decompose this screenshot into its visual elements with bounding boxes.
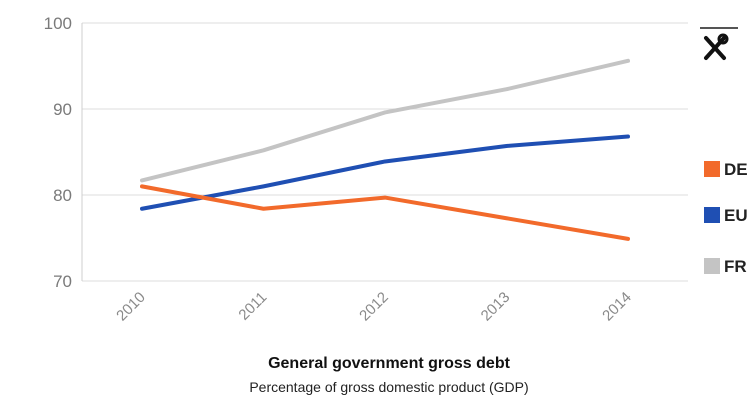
- legend-swatch: [704, 161, 720, 177]
- series-line-de: [140, 184, 630, 241]
- chart-title: General government gross debt: [268, 355, 511, 372]
- legend-item-de[interactable]: DE: [704, 160, 748, 179]
- wrench-screwdriver-icon: [704, 33, 729, 60]
- chart-subtitle: Percentage of gross domestic product (GD…: [249, 379, 528, 395]
- chart-tools-button[interactable]: [700, 27, 738, 60]
- legend-label: FR: [724, 257, 747, 276]
- x-tick-label: 2010: [113, 289, 149, 325]
- legend-label: EU: [724, 206, 748, 225]
- legend-label: DE: [724, 160, 748, 179]
- legend: DE EU FR: [704, 160, 748, 276]
- x-tick-label: 2013: [478, 289, 514, 325]
- y-tick-label: 70: [53, 272, 72, 291]
- y-tick-label: 100: [44, 14, 72, 33]
- x-axis-ticks: 2010 2011 2012 2013 2014: [113, 289, 635, 325]
- y-axis-ticks: 70 80 90 100: [44, 14, 72, 291]
- y-tick-label: 80: [53, 186, 72, 205]
- legend-item-fr[interactable]: FR: [704, 257, 747, 276]
- series-line-fr: [140, 58, 630, 183]
- series-lines: [140, 58, 630, 241]
- x-tick-label: 2011: [235, 289, 270, 324]
- grid: [81, 22, 688, 282]
- y-tick-label: 90: [53, 100, 72, 119]
- legend-swatch: [704, 207, 720, 223]
- series-line-eu: [140, 134, 630, 211]
- legend-swatch: [704, 258, 720, 274]
- legend-item-eu[interactable]: EU: [704, 206, 748, 225]
- x-tick-label: 2014: [599, 289, 635, 325]
- x-tick-label: 2012: [356, 289, 392, 325]
